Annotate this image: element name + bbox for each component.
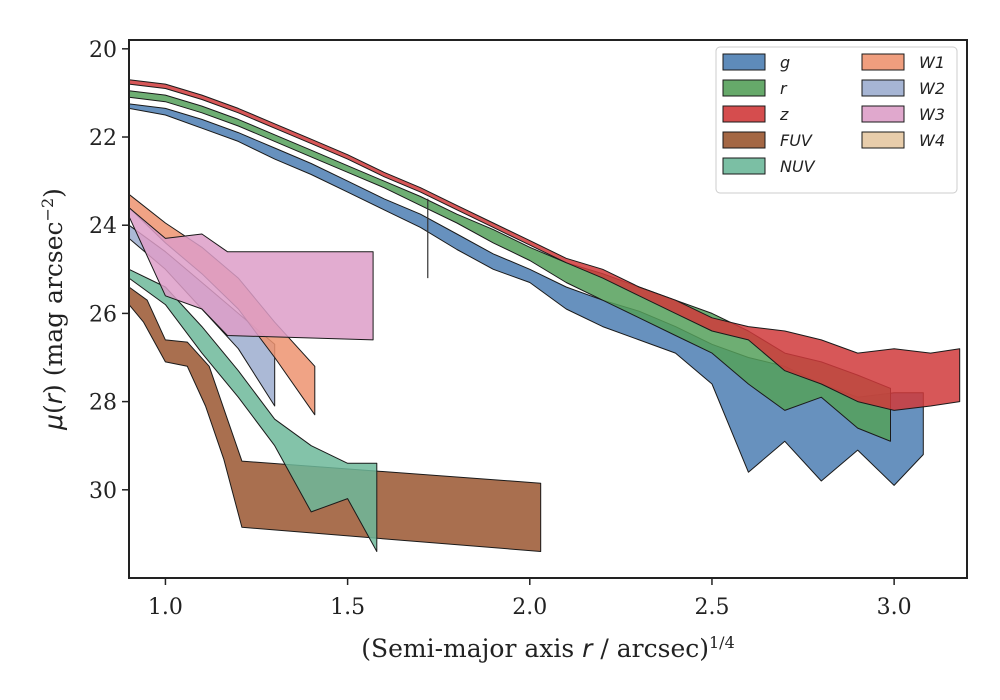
legend-label: z	[779, 105, 789, 124]
legend-label: W2	[919, 79, 945, 98]
x-tick-label: 2.5	[694, 595, 729, 620]
band-g	[128, 103, 924, 486]
legend-swatch	[861, 53, 905, 71]
band-fuv	[128, 286, 542, 552]
x-axis-label-text: (Semi-major axis r / arcsec)1/4	[361, 633, 735, 664]
x-tick-label: 1.0	[148, 595, 183, 620]
legend-item-r: r	[722, 79, 788, 98]
legend-item-fuv: FUV	[722, 131, 813, 150]
legend-item-w3: W3	[861, 105, 945, 124]
band-w3	[128, 207, 374, 341]
legend-swatch	[722, 105, 766, 123]
legend: grz FUV NUV W1 W2 W3 W4	[715, 46, 958, 194]
x-tick-label: 1.5	[330, 595, 365, 620]
legend-label: W3	[919, 105, 945, 124]
y-tick-label: 30	[89, 479, 117, 504]
x-tick-label: 2.0	[512, 595, 547, 620]
y-tick-label: 28	[89, 391, 117, 416]
y-axis-label-text: μ(r) (mag arcsec−2)	[38, 188, 69, 431]
legend-label: NUV	[780, 157, 816, 176]
legend-item-w1: W1	[861, 53, 945, 72]
legend-item-z: z	[722, 105, 789, 124]
x-axis-ticks: 1.0 1.5 2.0 2.5 3.0	[148, 578, 912, 620]
legend-item-nuv: NUV	[722, 157, 816, 176]
legend-item-g: g	[722, 53, 790, 72]
y-tick-label: 20	[89, 38, 117, 63]
legend-swatch	[722, 53, 766, 71]
legend-label: r	[780, 79, 788, 98]
legend-swatch	[722, 79, 766, 97]
y-tick-label: 26	[89, 302, 117, 327]
legend-item-w4: W4	[861, 131, 945, 150]
legend-label: W4	[919, 131, 945, 150]
plot-frame	[128, 39, 968, 579]
legend-label: W1	[919, 53, 945, 72]
y-tick-label: 24	[89, 214, 117, 239]
band-r	[128, 90, 891, 442]
legend-label: FUV	[780, 131, 813, 150]
x-tick-label: 3.0	[877, 595, 912, 620]
legend-swatch	[722, 157, 766, 175]
legend-swatch	[861, 105, 905, 123]
y-axis-ticks: 20 22 24 26 28 30	[89, 38, 129, 504]
y-tick-label: 22	[89, 126, 117, 151]
x-axis-label: (Semi-major axis r / arcsec)1/4	[361, 633, 735, 664]
band-z	[128, 79, 961, 411]
legend-label: g	[780, 53, 790, 72]
legend-swatch	[722, 131, 766, 149]
legend-swatch	[861, 131, 905, 149]
band-nuv	[128, 268, 378, 552]
data-bands	[128, 79, 961, 552]
legend-item-w2: W2	[861, 79, 945, 98]
legend-swatch	[861, 79, 905, 97]
y-axis-label: μ(r) (mag arcsec−2)	[38, 188, 69, 431]
